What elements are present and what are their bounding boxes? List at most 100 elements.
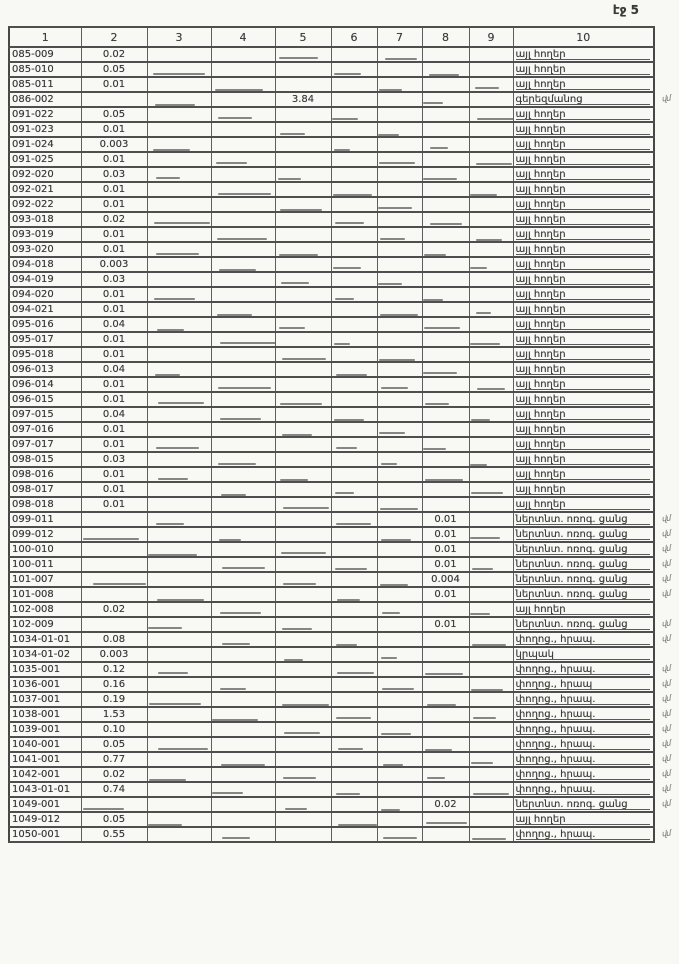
cell-area-value [376, 586, 423, 603]
cell-parcel-code: 101-008 [8, 586, 82, 603]
cell-area-value [210, 406, 276, 423]
cell-area-value [468, 676, 514, 693]
cell-area-value [274, 496, 332, 513]
scan-artifact-line [472, 793, 510, 795]
cell-area-value [376, 256, 423, 273]
scan-artifact-line [379, 432, 405, 434]
scan-underline [515, 749, 650, 750]
cell-land-use: ներտնտ. ոռոգ. ցանց [512, 586, 655, 603]
cell-parcel-code: 092-020 [8, 166, 82, 183]
scan-artifact-line [470, 194, 498, 195]
cell-area-value: 0.003 [80, 646, 148, 663]
cell-parcel-code: 095-017 [8, 331, 82, 348]
cell-area-value [376, 346, 423, 363]
cell-area-value [274, 211, 332, 228]
cell-land-use: այլ հողեր [512, 316, 655, 333]
cell-area-value [421, 106, 470, 123]
cell-area-value: 0.04 [80, 316, 148, 333]
cell-parcel-code: 093-019 [8, 226, 82, 243]
scan-artifact-line [424, 327, 461, 329]
cell-area-value [330, 391, 378, 408]
cell-area-value: 0.01 [80, 151, 148, 168]
table-row: 1041-001 0.77 փողոց., հրապ. [8, 751, 655, 768]
table-row: 100-011 0.01 ներտնտ. ոռոգ. ցանց [8, 556, 655, 573]
cell-area-value [146, 256, 212, 273]
cell-area-value [330, 466, 378, 483]
cell-area-value [146, 571, 212, 588]
cell-area-value [330, 166, 378, 183]
cell-area-value [468, 136, 514, 153]
land-use-label: այլ հողեր [515, 289, 566, 300]
table-row: 1037-001 0.19 փողոց., հրապ. [8, 691, 655, 708]
cell-area-value [330, 376, 378, 393]
land-use-label: այլ հողեր [515, 349, 566, 360]
scan-artifact-line [335, 374, 368, 375]
cell-area-value [80, 541, 148, 558]
cell-land-use: այլ հողեր [512, 271, 655, 288]
land-use-label: ներտնտ. ոռոգ. ցանց [515, 619, 628, 630]
cell-area-value [376, 556, 423, 573]
land-use-label: փողոց., հրապ. [515, 739, 596, 750]
cell-land-use: այլ հողեր [512, 406, 655, 423]
cell-area-value: 0.08 [80, 631, 148, 648]
margin-annotation: վմ [661, 558, 671, 569]
table-row: 097-017 0.01 այլ հողեր [8, 436, 655, 453]
land-use-label: այլ հողեր [515, 229, 566, 240]
cell-area-value [274, 406, 332, 423]
cell-area-value [468, 301, 514, 318]
cell-area-value [274, 586, 332, 603]
scan-artifact-line [471, 762, 493, 764]
cell-area-value [330, 76, 378, 93]
cell-area-value [376, 286, 423, 303]
table-row: 098-017 0.01 այլ հողեր [8, 481, 655, 498]
cell-area-value: 0.01 [421, 556, 470, 573]
cell-area-value [376, 361, 423, 378]
cell-area-value [421, 76, 470, 93]
scan-artifact-line [380, 657, 398, 659]
cell-area-value [376, 781, 423, 798]
table-row: 092-020 0.03 այլ հողեր [8, 166, 655, 183]
cell-area-value [146, 166, 212, 183]
cell-area-value [210, 811, 276, 828]
cell-area-value: 0.01 [80, 436, 148, 453]
scan-artifact-line [380, 584, 408, 585]
cell-area-value [376, 601, 423, 618]
cell-area-value [330, 481, 378, 498]
margin-annotation: վմ [661, 93, 671, 104]
cell-area-value [468, 751, 514, 768]
cell-parcel-code: 092-021 [8, 181, 82, 198]
cell-area-value: 0.004 [421, 571, 470, 588]
scan-artifact-line [470, 343, 501, 345]
table-row: 098-015 0.03 այլ հողեր [8, 451, 655, 468]
cell-area-value [468, 451, 514, 468]
land-use-label: այլ հողեր [515, 319, 566, 330]
table-row: 096-014 0.01 այլ հողեր [8, 376, 655, 393]
cell-area-value [468, 241, 514, 258]
cell-land-use: այլ հողեր [512, 226, 655, 243]
cell-area-value [330, 316, 378, 333]
cell-area-value [421, 601, 470, 618]
cell-area-value [330, 46, 378, 63]
cell-area-value [146, 511, 212, 528]
cell-parcel-code: 097-016 [8, 421, 82, 438]
cell-parcel-code: 085-011 [8, 76, 82, 93]
cell-area-value [146, 781, 212, 798]
land-use-label: այլ հողեր [515, 394, 566, 405]
scan-artifact-line [283, 659, 303, 660]
land-use-label: փողոց., հրապ [515, 679, 593, 690]
cell-area-value: 0.01 [80, 226, 148, 243]
cell-area-value [376, 646, 423, 663]
cell-area-value [376, 406, 423, 423]
cell-area-value [376, 211, 423, 228]
scan-underline [515, 269, 650, 270]
margin-annotation: վմ [661, 588, 671, 599]
cell-parcel-code: 096-014 [8, 376, 82, 393]
cell-land-use: այլ հողեր [512, 151, 655, 168]
cell-area-value [274, 226, 332, 243]
scan-artifact-line [149, 779, 186, 780]
land-use-label: այլ հողեր [515, 424, 566, 435]
cell-area-value [376, 106, 423, 123]
cell-area-value [330, 106, 378, 123]
scan-artifact-line [154, 298, 195, 300]
